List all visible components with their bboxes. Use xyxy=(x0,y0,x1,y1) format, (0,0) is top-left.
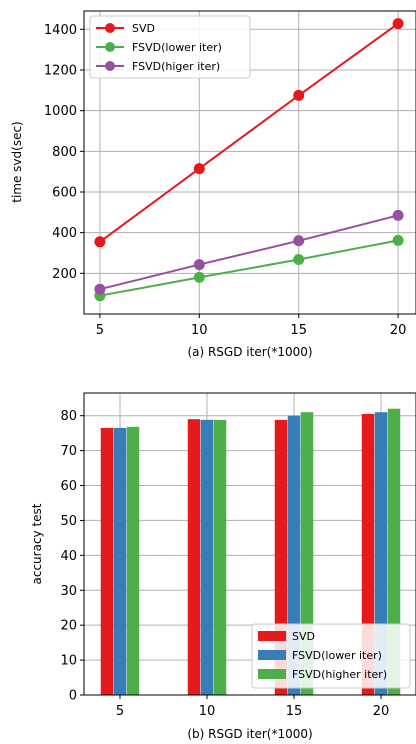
chart-a-x-tick-label: 10 xyxy=(191,323,208,338)
chart-b-bar xyxy=(113,427,127,695)
chart-b-bar xyxy=(387,408,401,695)
chart-a-data-point xyxy=(392,209,404,221)
chart-b-y-tick-label: 0 xyxy=(69,689,77,704)
chart-b-y-tick-label: 50 xyxy=(60,514,77,529)
chart-a-data-point xyxy=(293,89,305,101)
chart-b-y-tick-label: 80 xyxy=(60,409,77,424)
chart-a-legend-label: FSVD(higer iter) xyxy=(132,60,220,73)
chart-a-data-point xyxy=(293,254,305,266)
chart-a-data-point xyxy=(193,259,205,271)
chart-b-legend-label: FSVD(higher iter) xyxy=(292,668,387,681)
chart-a-y-tick-label: 800 xyxy=(52,145,77,160)
chart-b-x-tick-label: 5 xyxy=(116,704,124,719)
accuracy-bar-chart: 5 10 15 20 0 10 20 30 40 50 60 70 80 (b) RSGD iter(… xyxy=(30,392,416,741)
chart-a-data-point xyxy=(392,18,404,30)
chart-b-legend-swatch xyxy=(258,669,286,679)
chart-a-series xyxy=(94,18,404,302)
chart-a-y-tick-label: 1200 xyxy=(44,63,77,78)
chart-a-data-point xyxy=(392,234,404,246)
chart-b-x-label: (b) RSGD iter(*1000) xyxy=(187,727,312,741)
chart-b-legend-swatch xyxy=(258,650,286,660)
chart-a-legend-marker xyxy=(105,42,115,52)
chart-a-legend: SVD FSVD(lower iter) FSVD(higer iter) xyxy=(89,15,251,79)
chart-b-bar xyxy=(213,419,227,695)
chart-b-legend-box xyxy=(251,623,411,689)
chart-a-data-point xyxy=(94,283,106,295)
chart-b-bar xyxy=(200,419,214,695)
chart-a-y-tick-label: 200 xyxy=(52,267,77,282)
chart-b-bar xyxy=(187,419,201,695)
chart-a-legend-label: SVD xyxy=(132,22,155,35)
chart-a-data-point xyxy=(293,235,305,247)
chart-b-legend: SVD FSVD(lower iter) FSVD(higher iter) xyxy=(251,623,411,689)
chart-b-legend-label: SVD xyxy=(292,630,315,643)
chart-b-x-tick-label: 15 xyxy=(286,704,303,719)
time-line-chart: 5 10 15 20 200 400 600 800 1000 1200 1400 (a) RSG… xyxy=(10,10,416,359)
chart-a-y-tick-label: 1000 xyxy=(44,104,77,119)
chart-a-data-point xyxy=(193,163,205,175)
chart-a-legend-marker xyxy=(105,23,115,33)
chart-a-x-tick-label: 5 xyxy=(96,323,104,338)
chart-a-y-ticks: 200 400 600 800 1000 1200 1400 xyxy=(44,23,84,282)
chart-a-legend-box xyxy=(89,15,251,79)
chart-b-y-tick-label: 20 xyxy=(60,619,77,634)
chart-b-y-tick-label: 10 xyxy=(60,654,77,669)
chart-a-series-line xyxy=(99,239,399,297)
chart-a-y-label: time svd(sec) xyxy=(10,121,24,203)
chart-a-data-point xyxy=(94,236,106,248)
chart-a-x-label: (a) RSGD iter(*1000) xyxy=(187,345,312,359)
chart-b-legend-label: FSVD(lower iter) xyxy=(292,649,382,662)
chart-a-y-tick-label: 400 xyxy=(52,226,77,241)
chart-b-bar xyxy=(126,426,140,695)
chart-b-x-tick-label: 10 xyxy=(199,704,216,719)
chart-a-y-tick-label: 1400 xyxy=(44,23,77,38)
chart-a-x-ticks: 5 10 15 20 xyxy=(96,314,407,338)
chart-a-y-tick-label: 600 xyxy=(52,185,77,200)
chart-b-frame xyxy=(83,392,416,696)
chart-a-series-line xyxy=(99,214,399,291)
chart-a-x-tick-label: 20 xyxy=(390,323,407,338)
chart-b-bar xyxy=(100,427,114,695)
chart-b-y-tick-label: 30 xyxy=(60,584,77,599)
chart-b-y-tick-label: 70 xyxy=(60,444,77,459)
chart-a-data-point xyxy=(193,271,205,283)
chart-b-x-tick-label: 20 xyxy=(373,704,390,719)
chart-b-y-tick-label: 60 xyxy=(60,479,77,494)
chart-b-x-ticks: 5 10 15 20 xyxy=(116,695,389,719)
chart-a-series-line xyxy=(99,22,399,243)
chart-a-legend-marker xyxy=(105,61,115,71)
chart-b-legend-swatch xyxy=(258,631,286,641)
chart-b-y-tick-label: 40 xyxy=(60,549,77,564)
chart-a-legend-label: FSVD(lower iter) xyxy=(132,41,222,54)
chart-a-frame xyxy=(83,10,416,315)
chart-b-y-label: accuracy test xyxy=(30,503,44,584)
chart-a-x-tick-label: 15 xyxy=(290,323,307,338)
chart-b-y-ticks: 0 10 20 30 40 50 60 70 80 xyxy=(60,409,84,704)
